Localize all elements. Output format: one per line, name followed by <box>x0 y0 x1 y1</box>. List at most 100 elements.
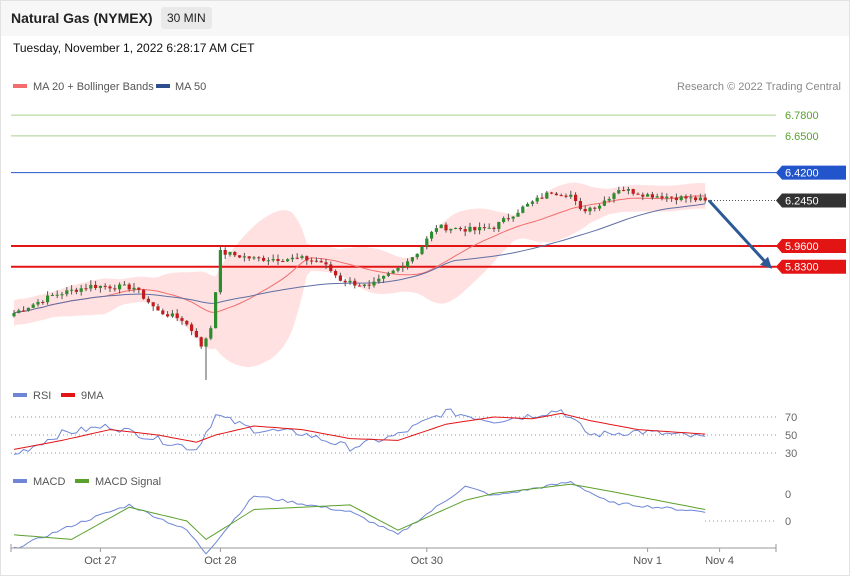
candle-body <box>410 257 414 262</box>
candle-body <box>180 318 184 321</box>
macd-line <box>13 481 706 555</box>
candle-body <box>530 201 534 204</box>
candle-body <box>295 257 299 259</box>
candle-body <box>17 310 21 314</box>
candle-body <box>60 294 64 296</box>
interval-badge[interactable]: 30 MIN <box>161 7 212 29</box>
candle-body <box>166 314 170 317</box>
candle-body <box>127 284 131 290</box>
candle-body <box>478 227 482 231</box>
candle-body <box>223 249 227 255</box>
rsi-level-label: 70 <box>785 412 797 424</box>
candle-body <box>636 193 640 195</box>
candle-body <box>545 192 549 199</box>
candle-body <box>329 264 333 271</box>
candle-body <box>367 284 371 286</box>
candle-body <box>617 190 621 194</box>
candle-body <box>521 206 525 213</box>
macd-level-label: 0 <box>785 489 791 501</box>
x-axis-tick-label: Oct 28 <box>204 555 236 567</box>
legend-ma50-label: MA 50 <box>175 81 206 93</box>
candle-body <box>554 193 558 196</box>
candle-body <box>612 193 616 199</box>
candle-body <box>137 287 141 290</box>
candle-body <box>338 275 342 281</box>
x-axis-tick-label: Nov 4 <box>705 555 734 567</box>
candle-body <box>593 207 597 209</box>
legend-macd-label: MACD <box>33 476 65 488</box>
price-tag-label: 6.2450 <box>785 196 819 208</box>
macd-signal-line <box>13 483 706 541</box>
candle-body <box>26 307 30 311</box>
macd-panel: 00 <box>13 481 791 555</box>
candle-body <box>631 189 635 194</box>
candle-body <box>473 226 477 231</box>
rsi-level-label: 30 <box>785 448 797 460</box>
legend-rsi-swatch <box>13 393 27 397</box>
candle-body <box>665 196 669 199</box>
candle-body <box>161 310 165 315</box>
candle-body <box>300 256 304 258</box>
candle-body <box>122 284 126 286</box>
price-tag-last <box>776 193 846 208</box>
candle-body <box>65 290 69 295</box>
candle-body <box>314 260 318 262</box>
candle-body <box>257 257 261 259</box>
forecast-arrow-head <box>760 256 772 269</box>
candle-body <box>694 197 698 201</box>
candle-body <box>497 221 501 229</box>
candle-body <box>74 289 78 292</box>
candle-body <box>194 330 198 338</box>
candle-body <box>214 292 218 329</box>
legend-macd-signal-label: MACD Signal <box>95 476 161 488</box>
price-tag-label: 5.9600 <box>785 241 819 253</box>
instrument-title: Natural Gas (NYMEX) <box>11 10 153 26</box>
legend-rsi-ma-label: 9MA <box>81 390 104 402</box>
candle-body <box>588 207 592 212</box>
candle-body <box>204 338 208 347</box>
candle-body <box>334 270 338 276</box>
candle-body <box>511 216 515 219</box>
candle-body <box>463 229 467 232</box>
candle-body <box>55 294 59 296</box>
candle-body <box>502 218 506 222</box>
candle-body <box>598 205 602 209</box>
candle-body <box>396 268 400 271</box>
candle-body <box>406 261 410 267</box>
candle-body <box>602 200 606 206</box>
copyright-label: Research © 2022 Trading Central <box>677 81 841 93</box>
candle-body <box>689 197 693 199</box>
ma50-line <box>13 203 706 314</box>
candle-body <box>420 246 424 254</box>
candle-body <box>343 280 347 283</box>
candle-body <box>89 284 93 289</box>
candle-body <box>550 192 554 194</box>
candle-body <box>118 284 122 290</box>
forecast-arrow-shaft <box>707 199 768 264</box>
candle-body <box>286 259 290 262</box>
candle-body <box>310 260 314 262</box>
candle-body <box>482 227 486 229</box>
candle-body <box>526 203 530 207</box>
price-tag-label: 5.8300 <box>785 262 819 274</box>
candle-body <box>36 301 40 305</box>
legend-ma20-swatch <box>13 84 27 88</box>
legend-macd-signal-swatch <box>75 479 89 483</box>
price-level-label: 6.7800 <box>785 110 819 122</box>
candle-body <box>190 324 194 331</box>
candle-body <box>506 218 510 220</box>
rsi-level-label: 50 <box>785 430 797 442</box>
candle-body <box>142 289 146 299</box>
candle-body <box>641 194 645 197</box>
chart-header: Natural Gas (NYMEX) 30 MIN <box>0 0 850 36</box>
candle-body <box>660 196 664 199</box>
candle-body <box>607 198 611 201</box>
legend-rsi-label: RSI <box>33 390 51 402</box>
candle-body <box>98 285 102 288</box>
chart-datetime: Tuesday, November 1, 2022 6:28:17 AM CET <box>13 41 255 55</box>
candle-body <box>233 252 237 256</box>
legends: MA 20 + Bollinger Bands MA 50 Research ©… <box>13 81 841 488</box>
candle-body <box>94 284 98 288</box>
candle-body <box>444 224 448 231</box>
candle-body <box>434 228 438 232</box>
